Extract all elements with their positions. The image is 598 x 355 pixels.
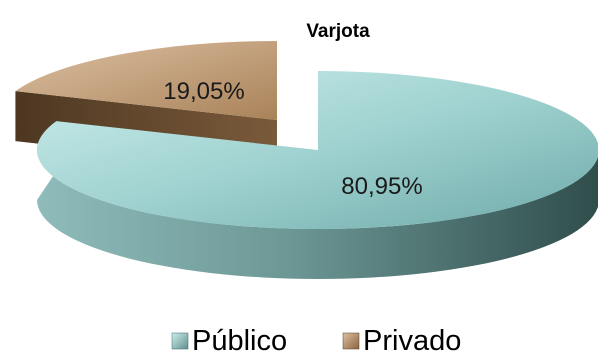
legend-swatch-publico xyxy=(171,332,189,350)
slice-publico-side xyxy=(37,121,598,279)
slice-publico-top xyxy=(37,71,598,229)
legend-label-publico: Público xyxy=(192,325,287,355)
chart-title: Varjota xyxy=(306,21,370,42)
legend: Público Privado xyxy=(171,325,461,355)
slice-label-privado: 19,05% xyxy=(163,78,244,105)
slice-label-publico: 80,95% xyxy=(341,173,422,200)
slice-privado-top xyxy=(15,41,278,120)
legend-label-privado: Privado xyxy=(363,325,461,355)
legend-swatch-privado xyxy=(342,332,360,350)
slice-publico xyxy=(37,71,598,279)
